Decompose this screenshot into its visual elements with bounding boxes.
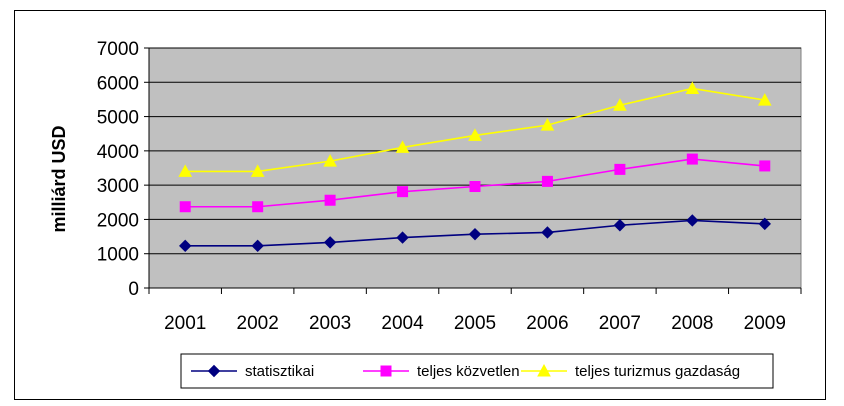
data-point [613, 98, 627, 111]
y-axis-title: milliárd USD [49, 125, 69, 232]
axes: 0 1000 2000 3000 4000 5000 6000 7000 2001 2002 200… [97, 39, 802, 334]
data-point [395, 140, 410, 153]
data-point [323, 154, 337, 167]
data-point [685, 81, 700, 94]
y-tick-label: 2000 [97, 210, 139, 231]
legend-entry: teljes közvetlen [363, 363, 520, 380]
y-tick-label: 1000 [97, 245, 139, 266]
data-point [686, 214, 699, 227]
plot-area [148, 47, 802, 289]
x-tick-label: 2007 [599, 313, 641, 334]
x-tick-label: 2009 [744, 313, 786, 334]
y-tick-label: 7000 [97, 39, 139, 60]
legend-swatch-marker [207, 364, 221, 378]
data-point [397, 186, 409, 198]
data-point [251, 239, 264, 253]
x-tick-label: 2005 [454, 313, 496, 334]
data-point [468, 128, 482, 141]
data-point [540, 118, 555, 131]
data-point [252, 201, 264, 213]
legend-label: teljes közvetlen [417, 363, 520, 380]
data-point [757, 93, 772, 106]
data-point [179, 239, 192, 253]
legend-entry: statisztikai [191, 363, 314, 380]
legend-box [180, 353, 774, 389]
x-tick-label: 2008 [671, 313, 713, 334]
data-point [614, 163, 626, 175]
x-tick-label: 2006 [526, 313, 568, 334]
y-tick-label: 0 [128, 279, 139, 300]
series-2 [179, 153, 771, 213]
data-point [541, 175, 553, 187]
x-tick-label: 2003 [309, 313, 351, 334]
data-point [686, 153, 698, 165]
x-tick-label: 2001 [164, 313, 206, 334]
y-tick-label: 4000 [97, 142, 139, 163]
series-3 [178, 81, 772, 177]
legend: statisztikai teljes közvetlen teljes turiz… [180, 353, 774, 389]
data-point [468, 227, 482, 241]
data-point [323, 236, 337, 249]
data-point [469, 181, 481, 193]
chart-frame: 0 1000 2000 3000 4000 5000 6000 7000 2001 2002 200… [14, 10, 826, 400]
legend-entry: teljes turizmus gazdaság [521, 363, 740, 380]
legend-swatch-marker [380, 365, 392, 377]
data-point [250, 164, 265, 177]
data-point [178, 164, 193, 177]
x-tick-label: 2002 [237, 313, 279, 334]
legend-label: teljes turizmus gazdaság [575, 363, 740, 380]
data-point [758, 217, 771, 231]
series-1 [179, 214, 771, 253]
y-tick-label: 6000 [97, 73, 139, 94]
data-point [541, 226, 554, 239]
data-point [324, 194, 336, 206]
data-point [613, 219, 627, 232]
data-point [179, 201, 191, 213]
data-point [396, 231, 409, 244]
line-chart: 0 1000 2000 3000 4000 5000 6000 7000 2001 2002 200… [49, 39, 802, 389]
plot-background [148, 47, 802, 289]
data-point [759, 160, 771, 172]
legend-swatch-marker [537, 363, 551, 377]
legend-label: statisztikai [245, 363, 314, 380]
x-tick-label: 2004 [381, 313, 424, 334]
y-tick-label: 3000 [97, 176, 139, 197]
y-tick-label: 5000 [97, 108, 139, 129]
series-group [178, 81, 772, 253]
